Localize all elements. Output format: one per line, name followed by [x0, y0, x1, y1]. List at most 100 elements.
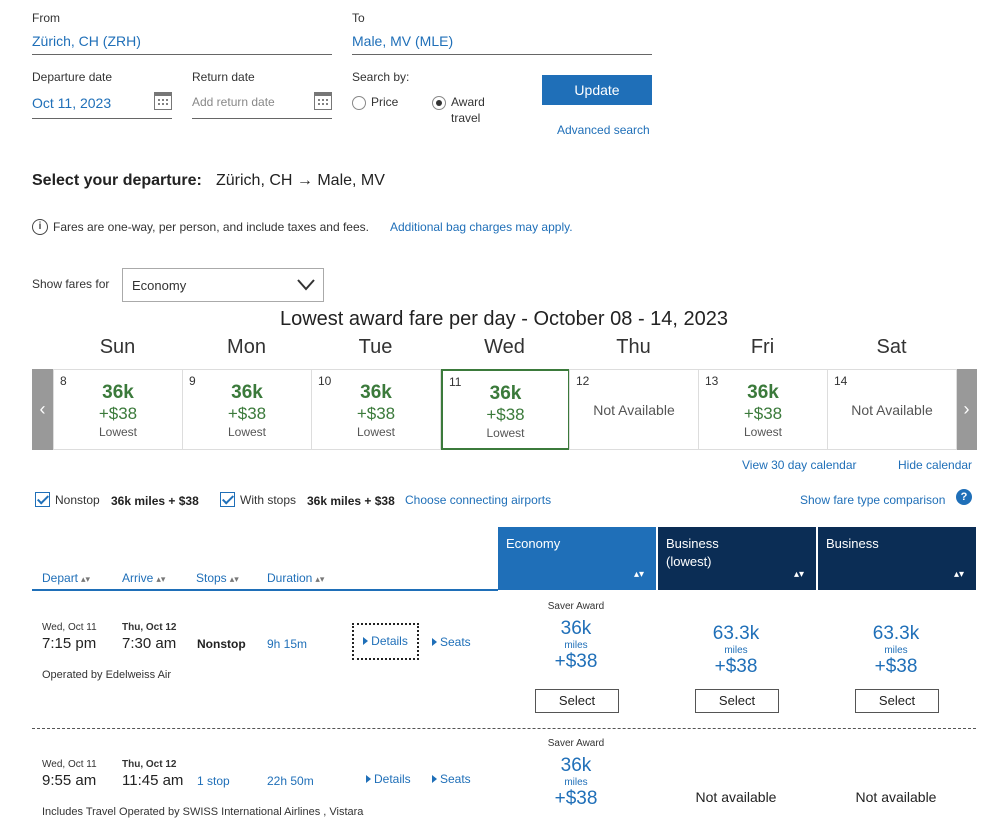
flight-1-economy-select-button[interactable]: Select [535, 689, 619, 713]
sort-stops[interactable]: Stops ▴▾ [196, 571, 239, 585]
calendar-day-wed[interactable]: 11 36k +$38 Lowest [441, 369, 570, 450]
with-stops-price: 36k miles + $38 [307, 494, 395, 508]
fare-type-comparison-link[interactable]: Show fare type comparison [800, 493, 946, 507]
flight-2-duration: 22h 50m [267, 774, 314, 788]
day-miles: 36k [231, 382, 263, 403]
to-field[interactable]: Male, MV (MLE) [352, 33, 652, 55]
flight-2-arr-date: Thu, Oct 12 [122, 759, 177, 770]
fare-miles-unit: miles [564, 777, 588, 788]
day-not-available: Not Available [851, 402, 933, 418]
return-date-field[interactable]: Add return date [192, 92, 332, 119]
flight-1-arr-time: 7:30 am [122, 635, 177, 652]
cabin-select[interactable]: Economy [122, 268, 324, 302]
help-icon[interactable]: ? [956, 489, 972, 505]
business-lowest-header-sub: (lowest) [666, 554, 712, 569]
departure-date-field[interactable]: Oct 11, 2023 [32, 92, 172, 119]
advanced-search-link[interactable]: Advanced search [557, 123, 650, 137]
day-note: Lowest [743, 425, 783, 439]
hide-calendar-link[interactable]: Hide calendar [898, 458, 973, 472]
show-fares-label: Show fares for [32, 277, 110, 291]
fare-miles-unit: miles [564, 640, 588, 651]
price-radio[interactable] [352, 96, 366, 110]
business-column-header[interactable]: Business ▴▾ [818, 527, 976, 590]
return-date-placeholder: Add return date [192, 95, 275, 109]
flight-2-seats-link[interactable]: Seats [432, 772, 471, 786]
flight-2-business-not-available: Not available [855, 789, 937, 805]
award-travel-radio[interactable] [432, 96, 446, 110]
details-label: Details [374, 772, 411, 786]
cabin-select-value: Economy [132, 278, 187, 293]
calendar-day-tue[interactable]: 10 36k +$38 Lowest [311, 369, 441, 450]
calendar-prev-arrow[interactable]: ‹ [32, 369, 53, 450]
sort-depart[interactable]: Depart ▴▾ [42, 571, 90, 585]
day-tax: +$38 [98, 404, 138, 423]
saver-award-tag: Saver Award [547, 738, 605, 749]
day-miles: 36k [489, 383, 522, 404]
day-name-sat: Sat [876, 336, 907, 358]
flight-2-stops-link[interactable]: 1 stop [197, 774, 230, 788]
duration-header: Duration [267, 571, 313, 585]
nonstop-label: Nonstop [55, 493, 100, 507]
economy-column-header[interactable]: Economy ▴▾ [498, 527, 656, 590]
day-name-wed: Wed [484, 336, 525, 358]
flight-1-details-button[interactable]: Details [352, 623, 419, 660]
economy-header-label: Economy [506, 536, 561, 551]
day-tax: +$38 [743, 404, 783, 423]
day-name-sun: Sun [99, 336, 136, 358]
caret-right-icon [366, 775, 371, 783]
day-name-fri: Fri [750, 336, 775, 358]
flight-1-arr-date: Thu, Oct 12 [122, 622, 177, 633]
fare-miles: 36k [560, 618, 592, 639]
flight-1-seats-link[interactable]: Seats [432, 635, 471, 649]
search-by-label: Search by: [352, 70, 410, 84]
day-note: Lowest [486, 426, 525, 440]
connecting-airports-link[interactable]: Choose connecting airports [405, 493, 552, 507]
sort-arrive[interactable]: Arrive ▴▾ [122, 571, 165, 585]
day-name-thu: Thu [616, 336, 651, 358]
day-note: Lowest [356, 425, 396, 439]
sort-duration[interactable]: Duration ▴▾ [267, 571, 324, 585]
flight-1-operated-by: Operated by Edelweiss Air [42, 669, 172, 681]
calendar-day-sun[interactable]: 8 36k +$38 Lowest [53, 369, 183, 450]
sort-icon: ▴▾ [156, 574, 166, 584]
nonstop-checkbox[interactable] [35, 492, 50, 507]
with-stops-label: With stops [240, 493, 297, 507]
day-number: 9 [189, 374, 196, 388]
flight-2-business-lowest-not-available: Not available [695, 789, 777, 805]
view-30-day-calendar-link[interactable]: View 30 day calendar [742, 458, 857, 472]
info-icon: i [32, 219, 48, 235]
from-field[interactable]: Zürich, CH (ZRH) [32, 33, 332, 55]
day-tax: +$38 [356, 404, 396, 423]
day-number: 12 [576, 374, 590, 388]
update-button[interactable]: Update [542, 75, 652, 105]
flight-2-operated-by: Includes Travel Operated by SWISS Intern… [42, 806, 364, 818]
header-underline [32, 589, 498, 591]
day-name-mon: Mon [227, 336, 266, 358]
calendar-title: Lowest award fare per day - October 08 -… [279, 308, 729, 330]
calendar-next-arrow[interactable]: › [956, 369, 977, 450]
flight-1-business-lowest-select-button[interactable]: Select [695, 689, 779, 713]
with-stops-checkbox[interactable] [220, 492, 235, 507]
sort-icon: ▴▾ [953, 569, 964, 580]
fare-tax: +$38 [554, 651, 598, 672]
flight-1-business-lowest-fare: 63.3k miles +$38 [658, 623, 814, 678]
return-date-label: Return date [192, 70, 255, 84]
business-lowest-column-header[interactable]: Business (lowest) ▴▾ [658, 527, 816, 590]
flight-2-dep-date: Wed, Oct 11 [42, 759, 97, 770]
calendar-day-sat: 14 Not Available [827, 369, 957, 450]
departure-date-value: Oct 11, 2023 [32, 95, 112, 111]
bag-charges-link[interactable]: Additional bag charges may apply. [390, 220, 573, 234]
day-miles: 36k [747, 382, 779, 403]
business-header-label: Business [826, 536, 879, 551]
calendar-icon[interactable] [314, 92, 332, 110]
flight-1-dep-date: Wed, Oct 11 [42, 622, 97, 633]
calendar-day-thu: 12 Not Available [569, 369, 699, 450]
arrive-header: Arrive [122, 571, 154, 585]
calendar-day-mon[interactable]: 9 36k +$38 Lowest [182, 369, 312, 450]
price-radio-label: Price [371, 95, 399, 109]
calendar-day-fri[interactable]: 13 36k +$38 Lowest [698, 369, 828, 450]
from-label: From [32, 11, 60, 25]
calendar-icon[interactable] [154, 92, 172, 110]
flight-2-details-link[interactable]: Details [366, 772, 411, 786]
flight-1-business-select-button[interactable]: Select [855, 689, 939, 713]
